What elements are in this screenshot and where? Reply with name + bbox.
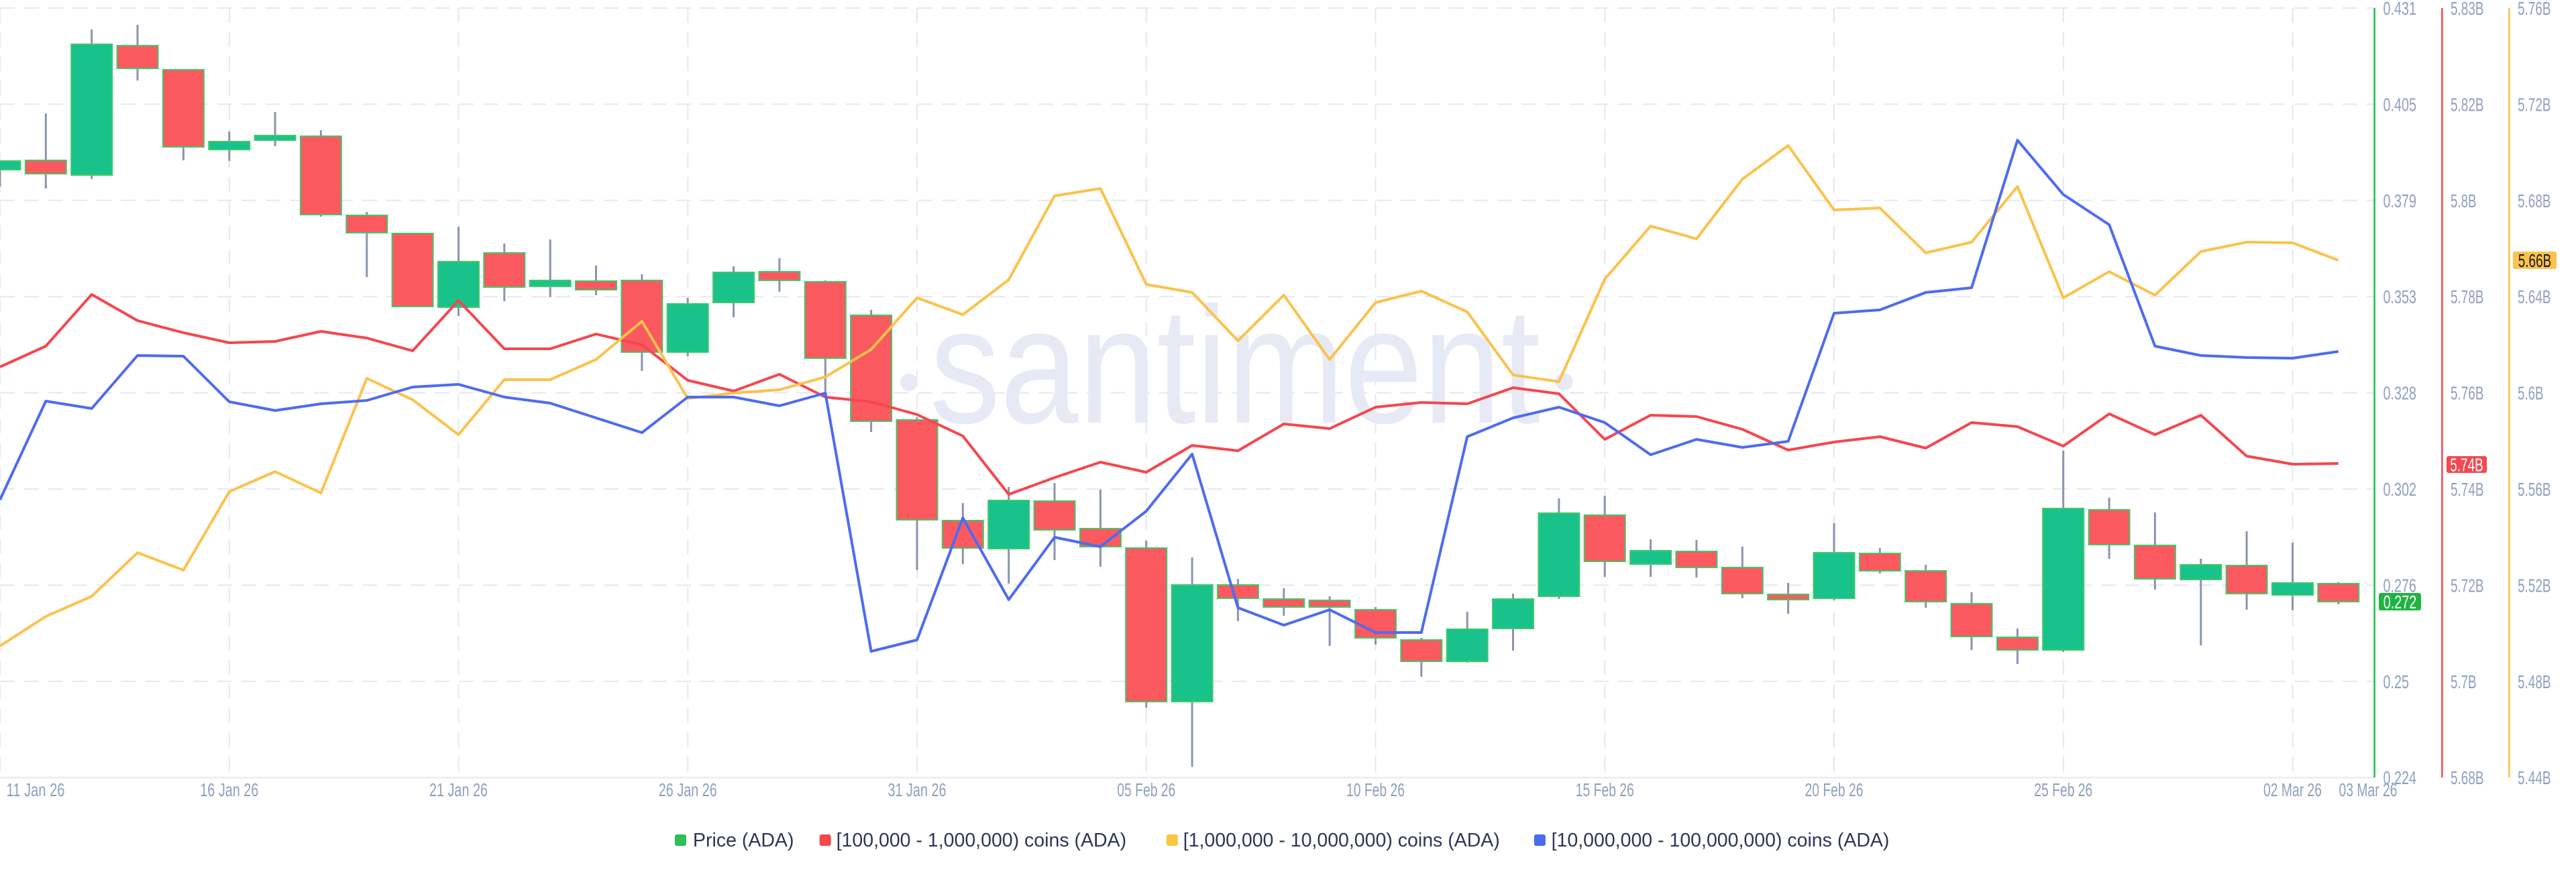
svg-text:5.7B: 5.7B: [2451, 671, 2477, 692]
svg-text:5.74B: 5.74B: [2450, 455, 2483, 476]
svg-text:11 Jan 26: 11 Jan 26: [7, 779, 65, 800]
svg-text:5.72B: 5.72B: [2451, 575, 2484, 596]
svg-text:santiment: santiment: [930, 273, 1540, 458]
svg-text:0.328: 0.328: [2383, 383, 2417, 404]
svg-text:15 Feb 26: 15 Feb 26: [1576, 779, 1634, 800]
svg-text:10 Feb 26: 10 Feb 26: [1346, 779, 1405, 800]
svg-text:5.83B: 5.83B: [2451, 0, 2484, 19]
svg-text:0.302: 0.302: [2383, 479, 2417, 500]
svg-text:02 Mar 26: 02 Mar 26: [2263, 779, 2322, 800]
svg-text:[100,000 - 1,000,000) coins (: [100,000 - 1,000,000) coins (ADA): [837, 830, 1127, 851]
svg-text:5.68B: 5.68B: [2451, 767, 2484, 788]
svg-text:26 Jan 26: 26 Jan 26: [659, 779, 717, 800]
svg-text:5.76B: 5.76B: [2518, 0, 2551, 19]
svg-text:5.56B: 5.56B: [2518, 479, 2551, 500]
svg-text:20 Feb 26: 20 Feb 26: [1805, 779, 1864, 800]
svg-text:16 Jan 26: 16 Jan 26: [200, 779, 258, 800]
svg-text:03 Mar 26: 03 Mar 26: [2339, 779, 2398, 800]
svg-text:5.8B: 5.8B: [2451, 190, 2477, 211]
svg-text:5.66B: 5.66B: [2518, 250, 2552, 271]
svg-text:5.48B: 5.48B: [2518, 671, 2551, 692]
svg-text:5.64B: 5.64B: [2518, 286, 2551, 307]
svg-text:31 Jan 26: 31 Jan 26: [888, 779, 947, 800]
svg-text:5.44B: 5.44B: [2518, 767, 2551, 788]
svg-text:25 Feb 26: 25 Feb 26: [2034, 779, 2092, 800]
svg-text:0.25: 0.25: [2383, 671, 2410, 692]
svg-text:21 Jan 26: 21 Jan 26: [429, 779, 488, 800]
svg-text:[10,000,000 - 100,000,000) coi: [10,000,000 - 100,000,000) coins (ADA): [1552, 830, 1890, 851]
svg-text:5.52B: 5.52B: [2518, 575, 2551, 596]
svg-text:0.431: 0.431: [2383, 0, 2417, 19]
svg-text:0.379: 0.379: [2383, 190, 2417, 211]
svg-text:5.78B: 5.78B: [2451, 286, 2484, 307]
svg-text:5.68B: 5.68B: [2518, 190, 2551, 211]
svg-text:5.72B: 5.72B: [2518, 94, 2551, 115]
svg-text:[1,000,000 - 10,000,000) coins: [1,000,000 - 10,000,000) coins (ADA): [1183, 830, 1500, 851]
svg-text:5.76B: 5.76B: [2451, 383, 2484, 404]
svg-text:0.353: 0.353: [2383, 286, 2417, 307]
svg-text:0.405: 0.405: [2383, 94, 2417, 115]
svg-text:Price (ADA): Price (ADA): [693, 830, 794, 851]
svg-text:5.74B: 5.74B: [2451, 479, 2484, 500]
svg-text:5.6B: 5.6B: [2518, 383, 2544, 404]
svg-text:0.272: 0.272: [2383, 592, 2417, 612]
svg-text:5.82B: 5.82B: [2451, 94, 2484, 115]
svg-text:0.276: 0.276: [2383, 575, 2417, 596]
svg-text:0.224: 0.224: [2383, 767, 2417, 788]
svg-text:05 Feb 26: 05 Feb 26: [1117, 779, 1175, 800]
